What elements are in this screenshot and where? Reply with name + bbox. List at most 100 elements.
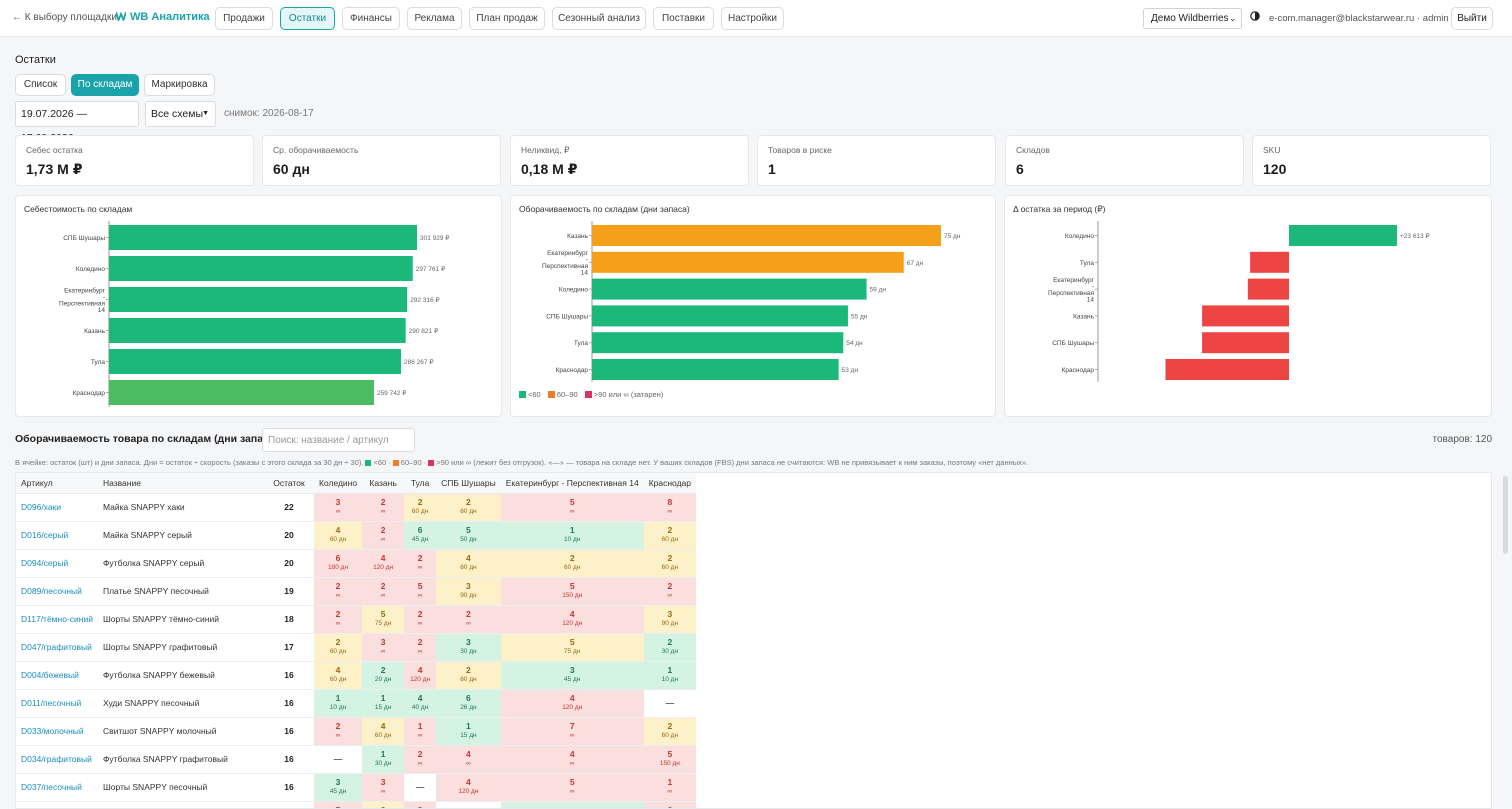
table-row[interactable]: D034/графитовый Футболка SNAPPY графитовы… <box>16 745 697 774</box>
theme-toggle-icon[interactable] <box>1250 11 1260 21</box>
product-search-input[interactable] <box>262 428 415 452</box>
data-label: 259 742 ₽ <box>377 389 407 397</box>
warehouse-stock-cell: 5∞ <box>313 801 363 808</box>
column-header[interactable]: Тула <box>404 473 437 494</box>
subtab-list[interactable]: Список <box>15 74 66 96</box>
cell-quantity: 5 <box>569 581 575 591</box>
warehouse-stock-cell: 5∞ <box>500 773 644 802</box>
category-label: Екатеринбург <box>547 249 589 257</box>
table-row[interactable]: D096/хаки Майка SNAPPY хаки 22 3 ∞ 2 ∞ 2 60 дн 2 6… <box>16 493 697 522</box>
table-row[interactable]: D033/молочный Свитшот SNAPPY молочный 16 2 ∞… <box>16 717 697 746</box>
table-row[interactable]: D117/тёмно-синий Шорты SNAPPY тёмно-синий… <box>16 605 697 634</box>
column-header[interactable]: Артикул <box>16 473 98 494</box>
turnover-table-container[interactable]: Артикул Название Остаток Коледино Казань… <box>15 472 1492 809</box>
kpi-value: 120 <box>1263 161 1287 177</box>
article-link[interactable]: D033/молочный <box>16 717 98 746</box>
warehouse-stock-cell: 1 10 дн <box>500 521 644 550</box>
scheme-select[interactable]: Все схемы ▼ <box>145 101 216 127</box>
category-label: Перспективная <box>542 263 588 270</box>
warehouse-stock-cell: 2 60 дн <box>643 717 697 746</box>
data-label: 286 267 ₽ <box>404 358 434 366</box>
nav-tab-sales-plan[interactable]: План продаж <box>469 7 545 30</box>
warehouse-stock-cell: 4 120 дн <box>362 549 405 578</box>
logout-button[interactable]: Выйти <box>1451 7 1493 30</box>
subtab-by-warehouse[interactable]: По складам <box>71 74 139 96</box>
column-header[interactable]: Остаток <box>263 473 314 494</box>
table-scrollbar[interactable] <box>1503 476 1508 554</box>
article-link[interactable]: D047/графитовый <box>16 633 98 662</box>
nav-tab-finance[interactable]: Финансы <box>342 7 400 30</box>
warehouse-stock-cell: 7 ∞ <box>500 717 644 746</box>
article-link[interactable]: D034/графитовый <box>16 745 98 774</box>
column-header[interactable]: Екатеринбург - Перспективная 14 <box>500 473 644 494</box>
column-header[interactable]: Название <box>97 473 264 494</box>
article-link[interactable]: D027/графитовый <box>16 801 98 808</box>
column-header[interactable]: Казань <box>362 473 405 494</box>
article-link[interactable]: D011/песочный <box>16 689 98 718</box>
cell-days: ∞ <box>417 760 423 767</box>
table-row[interactable]: D037/песочный Шорты SNAPPY песочный 16 3 45 … <box>16 773 697 802</box>
workspace-select-value: Демо Wildberries <box>1151 13 1229 24</box>
workspace-select[interactable]: Демо Wildberries ⌄ <box>1143 8 1242 29</box>
table-row[interactable]: D089/песочный Платье SNAPPY песочный 19 2 ∞ 2… <box>16 577 697 606</box>
legend-label: 60–90 <box>556 390 578 399</box>
table-row[interactable]: D011/песочный Худи SNAPPY песочный 16 1 10 д… <box>16 689 697 718</box>
cell-quantity: 4 <box>466 749 471 759</box>
cell-quantity: 2 <box>335 609 341 619</box>
cell-quantity: 5 <box>417 581 423 591</box>
nav-tab-stock[interactable]: Остатки <box>280 7 335 30</box>
cell-quantity: 2 <box>417 609 423 619</box>
nav-tab-supplies[interactable]: Поставки <box>653 7 714 30</box>
column-header[interactable]: СПБ Шушары <box>436 473 501 494</box>
warehouse-stock-cell: 2∞ <box>404 745 437 774</box>
article-link[interactable]: D016/серый <box>16 521 98 550</box>
nav-tab-settings[interactable]: Настройки <box>721 7 784 30</box>
cell-quantity: 1 <box>667 665 673 675</box>
warehouse-stock-cell: 3 ∞ <box>362 773 405 802</box>
subtab-marking[interactable]: Маркировка <box>144 74 215 96</box>
warehouse-stock-cell: 1 10 дн <box>313 689 363 718</box>
article-link[interactable]: D089/песочный <box>16 577 98 606</box>
cell-days: ∞ <box>466 760 471 767</box>
cell-quantity: 3 <box>466 637 471 647</box>
cell-quantity: 3 <box>380 637 386 647</box>
table-row[interactable]: D047/графитовый Шорты SNAPPY графитовый 17… <box>16 633 697 662</box>
nav-tab-sales[interactable]: Продажи <box>215 7 273 30</box>
article-link[interactable]: D094/серый <box>16 549 98 578</box>
cell-days: 60 дн <box>329 648 347 655</box>
brand-logo[interactable]: WB Аналитика <box>116 11 210 23</box>
cell-quantity: 2 <box>466 497 471 507</box>
column-header[interactable]: Коледино <box>313 473 363 494</box>
brand-name: WB Аналитика <box>130 11 210 23</box>
nav-tab-ads[interactable]: Реклама <box>407 7 462 30</box>
article-link[interactable]: D117/тёмно-синий <box>16 605 98 634</box>
column-header[interactable]: Краснодар <box>643 473 697 494</box>
warehouse-stock-cell: — <box>313 745 363 774</box>
cell-quantity: 4 <box>569 749 575 759</box>
goods-count: товаров: 120 <box>1432 434 1492 445</box>
cell-days: 60 дн <box>460 676 477 683</box>
article-link[interactable]: D004/бежевый <box>16 661 98 690</box>
cell-days: ∞ <box>335 508 341 515</box>
article-link[interactable]: D037/песочный <box>16 773 98 802</box>
cell-quantity: 3 <box>335 777 341 787</box>
table-row[interactable]: D094/серый Футболка SNAPPY серый 20 6 180 дн… <box>16 549 697 578</box>
warehouse-stock-cell: 4 60 дн <box>313 661 363 690</box>
article-link[interactable]: D096/хаки <box>16 493 98 522</box>
kpi-value: 0,18 М ₽ <box>521 161 578 177</box>
cell-days: 30 дн <box>661 648 679 655</box>
table-row[interactable]: D004/бежевый Футболка SNAPPY бежевый 16 4 60… <box>16 661 697 690</box>
date-range-picker[interactable]: 19.07.2026 — 17.08.2026 <box>15 101 139 144</box>
back-to-platform-link[interactable]: ← К выбору площадки <box>12 12 117 23</box>
stock-total: 16 <box>263 689 314 718</box>
hint-text: >90 или ∞ (лежит без отгрузок). «—» — то… <box>436 458 1029 467</box>
warehouse-stock-cell: 5 150 дн <box>643 745 697 774</box>
cell-quantity: 5 <box>569 637 575 647</box>
warehouse-stock-cell: 4 60 дн <box>362 717 405 746</box>
nav-tab-seasonal[interactable]: Сезонный анализ <box>552 7 646 30</box>
table-row[interactable]: D016/серый Майка SNAPPY серый 20 4 60 дн 2 ∞ 6 4… <box>16 521 697 550</box>
cell-quantity: 5 <box>569 497 575 507</box>
cell-days: ∞ <box>569 732 575 739</box>
cell-days: ∞ <box>667 508 673 515</box>
